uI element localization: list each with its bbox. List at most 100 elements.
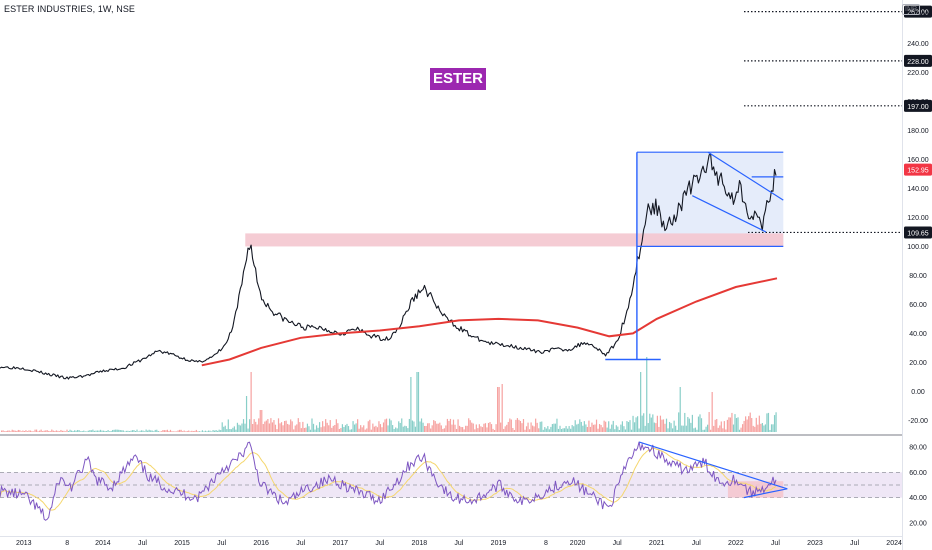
volume-bar [151,430,153,432]
volume-bar [754,426,756,432]
y-tick-label: 180.00 [907,128,929,135]
volume-bar [723,421,725,432]
volume-bar [576,424,578,432]
currency-badge[interactable]: INR [902,4,921,15]
volume-bar [632,415,634,432]
volume-bar [477,428,479,432]
volume-bar [557,428,560,432]
volume-bar [717,427,719,432]
volume-bar [256,424,258,432]
volume-bar [198,431,200,432]
volume-bar [433,420,435,432]
volume-bar [11,429,13,432]
volume-bar [398,421,400,432]
volume-bar [83,430,85,432]
volume-bar [346,423,348,432]
volume-bar [658,426,660,432]
volume-bar [687,416,689,432]
volume-bar [264,421,266,432]
volume-bar [259,410,261,432]
zone-layer [245,152,784,247]
volume-bar [86,431,88,432]
volume-bar [35,429,38,432]
volume-bar [72,431,74,432]
volume-bar [326,422,328,432]
volume-bar [328,425,330,432]
volume-bar [317,427,319,432]
volume-bar [218,429,220,432]
price-level-badge [904,99,932,112]
volume-bar [402,426,404,432]
volume-bar [206,431,208,432]
volume-bar [411,420,414,432]
volume-bar [589,426,592,432]
volume-bar [101,430,103,432]
volume-bar [80,431,82,432]
wedge-upper-line [707,151,784,201]
volume-bar [99,429,102,432]
rsi-y-tick-label: 60.00 [909,470,927,477]
volume-bar [681,425,683,432]
volume-bar [608,421,610,432]
volume-bar [25,430,27,432]
volume-bar [349,429,351,432]
volume-bar [646,357,648,432]
x-tick-label: 2024 [886,540,902,547]
volume-bar [550,426,552,432]
volume-bar [726,419,728,432]
volume-bar [484,423,487,432]
volume-bar [423,425,426,432]
volume-bar [451,424,453,432]
volume-bar [710,429,712,432]
x-tick-label: 2015 [174,540,190,547]
price-series-line [0,153,777,380]
volume-bar [341,424,344,432]
volume-bar [258,418,260,432]
volume-bar [241,423,243,432]
volume-bar [325,419,327,432]
volume-bar [711,392,713,432]
volume-bar [621,421,623,432]
volume-bar [735,418,738,432]
volume-bar [682,425,684,432]
volume-bar [17,429,19,432]
volume-bar [551,424,553,432]
volume-bar [471,422,473,432]
volume-bar [544,427,546,432]
volume-bar [300,428,302,432]
volume-bar [195,429,197,432]
volume-bar [390,420,392,432]
volume-bar [705,426,707,432]
volume-bar [366,428,368,432]
volume-bar [363,425,365,432]
volume-bar [757,424,759,432]
volume-bar [375,425,377,432]
x-tick-label: Jul [613,540,622,547]
x-tick-label: 8 [544,540,548,547]
wedge-lower-line [692,195,767,233]
volume-bar [716,419,718,432]
volume-bar [31,431,33,432]
volume-bar [673,420,675,432]
volume-bar [571,425,573,432]
volume-bar [746,419,748,432]
volume-bar [183,430,185,432]
volume-bar [51,429,53,432]
x-tick-label: Jul [217,540,226,547]
volume-bar [302,421,304,432]
ester-logo-badge: ESTER [430,68,486,90]
volume-bar [644,425,646,432]
volume-bar [249,419,251,432]
volume-bar [598,424,601,432]
volume-bar [586,426,588,432]
volume-bar [481,427,484,432]
x-tick-label: 8 [65,540,69,547]
symbol-title[interactable]: ESTER INDUSTRIES, 1W, NSE [4,4,136,14]
volume-bar [630,429,633,432]
volume-bar [309,429,312,432]
x-tick-label: Jul [375,540,384,547]
last-price-label: 152.95 [907,168,929,175]
volume-bar [408,418,410,432]
